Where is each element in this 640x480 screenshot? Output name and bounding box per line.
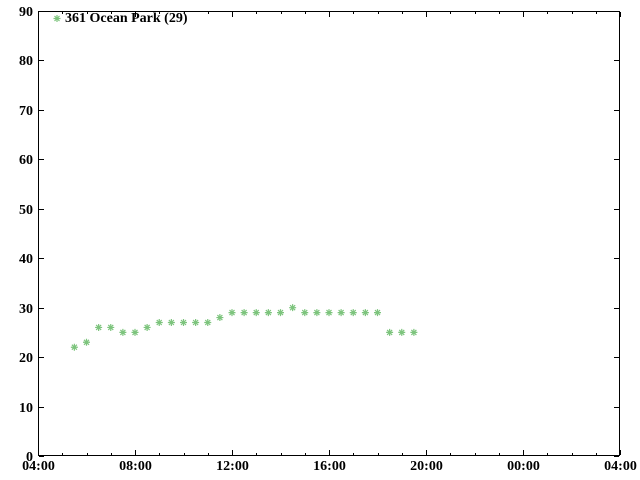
data-point-marker: [374, 309, 381, 317]
data-point-marker: [228, 309, 236, 317]
data-point-marker: [398, 328, 406, 336]
data-point-marker: [349, 309, 357, 317]
y-tick-label: 20: [19, 351, 33, 366]
data-point-marker: [70, 343, 78, 351]
y-tick-label: 80: [19, 54, 33, 69]
plot-border: [38, 11, 620, 456]
data-point-marker: [95, 323, 103, 331]
y-tick-label: 30: [19, 302, 33, 317]
x-tick-label: 20:00: [410, 459, 443, 474]
y-tick-label: 70: [19, 104, 33, 119]
data-point-marker: [119, 328, 127, 336]
y-tick-label: 10: [19, 401, 33, 416]
data-point-marker: [83, 338, 90, 346]
data-point-marker: [361, 309, 369, 317]
data-point-marker: [386, 328, 394, 336]
data-point-marker: [313, 309, 321, 317]
y-tick-label: 50: [19, 203, 33, 218]
data-point-marker: [107, 323, 115, 331]
data-point-marker: [180, 319, 187, 326]
data-point-marker: [131, 328, 139, 336]
y-tick-label: 40: [19, 252, 33, 267]
data-point-marker: [410, 328, 418, 336]
x-tick-label: 08:00: [119, 459, 152, 474]
data-point-marker: [240, 309, 248, 317]
data-point-marker: [167, 319, 175, 326]
data-point-marker: [143, 323, 151, 331]
data-point-marker: [216, 314, 224, 322]
x-tick-label: 16:00: [313, 459, 346, 474]
data-point-marker: [289, 304, 297, 312]
y-tick-label: 90: [19, 5, 33, 20]
legend-marker-icon: [53, 15, 61, 22]
data-point-marker: [192, 319, 200, 326]
x-tick-label: 12:00: [216, 459, 249, 474]
data-point-marker: [301, 309, 309, 317]
data-point-marker: [337, 309, 345, 317]
y-tick-label: 0: [26, 450, 33, 465]
data-point-marker: [264, 309, 272, 317]
x-tick-label: 04:00: [22, 459, 55, 474]
data-point-marker: [252, 309, 260, 317]
data-point-marker: [277, 309, 284, 317]
y-tick-label: 60: [19, 153, 33, 168]
data-point-marker: [325, 309, 333, 317]
data-point-marker: [204, 319, 212, 326]
x-tick-label: 04:00: [604, 459, 637, 474]
data-point-marker: [155, 319, 163, 326]
x-tick-label: 00:00: [507, 459, 540, 474]
legend-label: 361 Ocean Park (29): [65, 11, 188, 26]
